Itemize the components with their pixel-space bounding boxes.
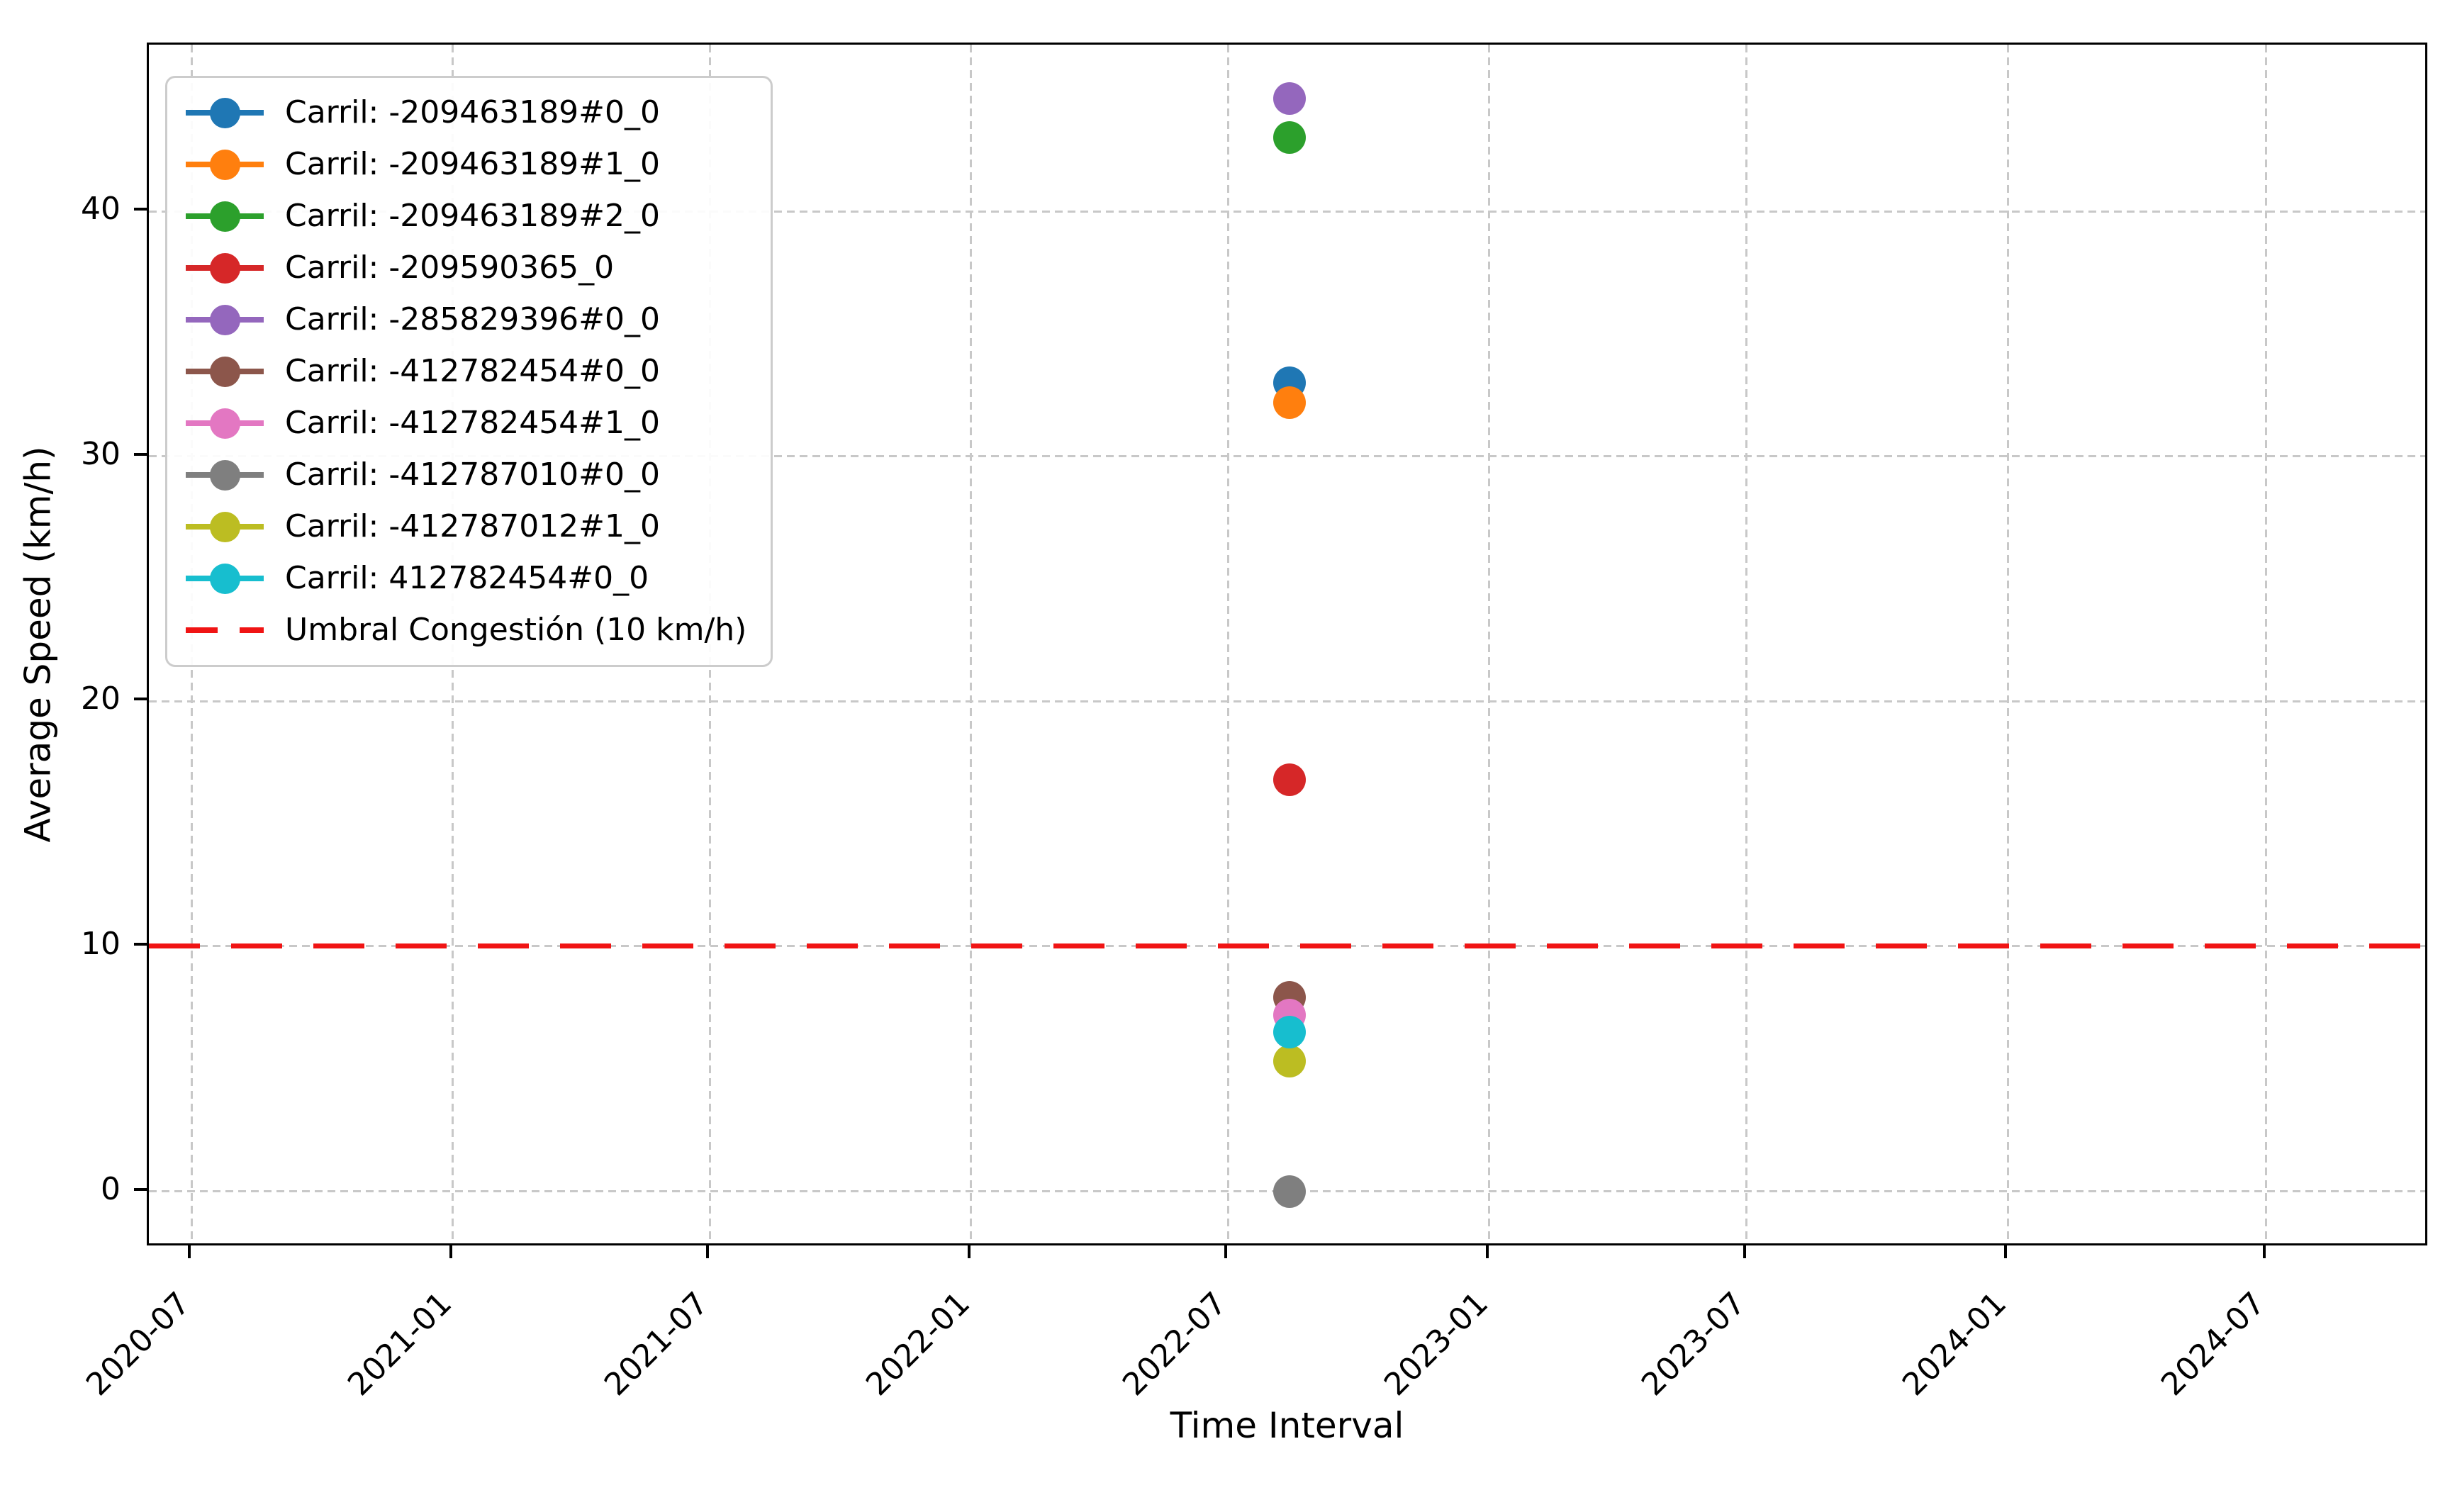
legend: Carril: -209463189#0_0 Carril: -209463189… <box>165 76 773 667</box>
series-dot-icon <box>209 356 240 387</box>
x-tick-label: 2021-01 <box>340 1285 459 1404</box>
data-point-9 <box>1272 1045 1306 1078</box>
x-tick-mark <box>2004 1245 2008 1258</box>
y-tick-mark <box>134 698 147 701</box>
series-dot-icon <box>209 252 240 284</box>
legend-item: Carril: -209463189#2_0 <box>186 200 746 233</box>
y-tick-mark <box>134 942 147 946</box>
legend-item-label: Carril: -412782454#1_0 <box>285 405 661 441</box>
series-dot-icon <box>209 511 240 542</box>
y-gridline <box>149 700 2425 702</box>
y-tick-mark <box>134 452 147 456</box>
series-marker-icon <box>186 355 264 388</box>
series-dot-icon <box>209 201 240 232</box>
x-tick-label: 2024-01 <box>1896 1285 2014 1404</box>
y-tick-label: 0 <box>101 1170 121 1207</box>
series-dot-icon <box>209 97 240 128</box>
legend-item-label: Carril: -209590365_0 <box>285 250 615 286</box>
series-dot-icon <box>209 304 240 335</box>
legend-item: Carril: 412782454#0_0 <box>186 562 746 595</box>
x-tick-label: 2023-01 <box>1377 1285 1495 1404</box>
dashed-line-icon <box>186 627 264 633</box>
series-marker-icon <box>186 200 264 233</box>
legend-item-label: Umbral Congestión (10 km/h) <box>285 612 747 648</box>
legend-item-label: Carril: -209463189#0_0 <box>285 94 661 130</box>
series-dot-icon <box>209 563 240 594</box>
threshold-marker-icon <box>186 614 264 646</box>
series-marker-icon <box>186 459 264 491</box>
y-tick-label: 10 <box>81 925 121 962</box>
series-dot-icon <box>209 459 240 491</box>
x-tick-label: 2021-07 <box>598 1285 716 1404</box>
legend-item-label: Carril: -412782454#0_0 <box>285 353 661 389</box>
x-gridline <box>1488 45 1491 1243</box>
legend-item: Carril: -209590365_0 <box>186 252 746 284</box>
legend-item: Carril: -285829396#0_0 <box>186 303 746 336</box>
x-tick-mark <box>967 1245 971 1258</box>
legend-item-label: Carril: -209463189#1_0 <box>285 146 661 182</box>
legend-item-label: Carril: -412787012#1_0 <box>285 508 661 544</box>
x-tick-mark <box>1743 1245 1746 1258</box>
data-point-8 <box>1272 1175 1306 1208</box>
x-axis-title: Time Interval <box>1170 1405 1404 1446</box>
y-gridline <box>149 455 2425 458</box>
x-tick-label: 2022-01 <box>858 1285 977 1404</box>
series-marker-icon <box>186 510 264 543</box>
legend-item: Carril: -209463189#0_0 <box>186 96 746 129</box>
x-tick-label: 2022-07 <box>1116 1285 1234 1404</box>
series-marker-icon <box>186 562 264 595</box>
legend-item: Carril: -412782454#1_0 <box>186 407 746 439</box>
legend-item-label: Carril: 412782454#0_0 <box>285 560 649 596</box>
legend-item-label: Carril: -412787010#0_0 <box>285 457 661 493</box>
legend-item-label: Carril: -285829396#0_0 <box>285 301 661 337</box>
x-gridline <box>1745 45 1747 1243</box>
series-marker-icon <box>186 96 264 129</box>
x-tick-mark <box>1224 1245 1228 1258</box>
series-dot-icon <box>209 149 240 180</box>
legend-item-threshold: Umbral Congestión (10 km/h) <box>186 614 746 646</box>
legend-item: Carril: -412787010#0_0 <box>186 459 746 491</box>
x-gridline <box>2265 45 2268 1243</box>
series-marker-icon <box>186 148 264 181</box>
chart-figure: 2020-07 2021-01 2021-07 2022-01 2022-07 2023-… <box>17 43 2427 1446</box>
x-tick-mark <box>2262 1245 2266 1258</box>
x-gridline <box>1226 45 1229 1243</box>
data-point-5 <box>1272 82 1306 116</box>
x-tick-mark <box>706 1245 710 1258</box>
data-point-4 <box>1272 763 1306 796</box>
legend-item: Carril: -412782454#0_0 <box>186 355 746 388</box>
legend-item: Carril: -412787012#1_0 <box>186 510 746 543</box>
x-tick-label: 2020-07 <box>79 1285 198 1404</box>
series-marker-icon <box>186 303 264 336</box>
x-tick-mark <box>449 1245 452 1258</box>
y-tick-label: 30 <box>81 435 121 472</box>
x-gridline <box>970 45 973 1243</box>
series-marker-icon <box>186 407 264 439</box>
threshold-line <box>149 943 2425 949</box>
y-tick-mark <box>134 208 147 211</box>
y-tick-label: 20 <box>81 681 121 717</box>
series-marker-icon <box>186 252 264 284</box>
series-dot-icon <box>209 408 240 439</box>
x-tick-label: 2023-07 <box>1634 1285 1752 1404</box>
x-tick-mark <box>188 1245 191 1258</box>
x-gridline <box>2006 45 2009 1243</box>
legend-item-label: Carril: -209463189#2_0 <box>285 198 661 234</box>
y-axis-title: Average Speed (km/h) <box>17 446 59 843</box>
y-gridline <box>149 210 2425 213</box>
x-tick-label: 2024-07 <box>2154 1285 2272 1404</box>
data-point-3 <box>1272 121 1306 155</box>
data-point-2 <box>1272 386 1306 419</box>
x-tick-mark <box>1485 1245 1489 1258</box>
y-tick-mark <box>134 1187 147 1191</box>
data-point-10 <box>1272 1015 1306 1048</box>
y-tick-label: 40 <box>81 191 121 228</box>
legend-item: Carril: -209463189#1_0 <box>186 148 746 181</box>
